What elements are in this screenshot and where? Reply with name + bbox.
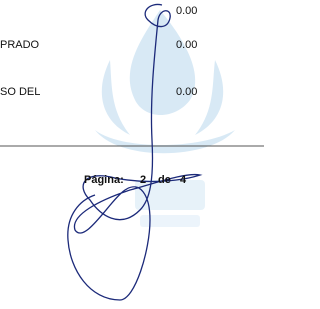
amount: 0.00 — [176, 5, 197, 17]
document-page: 0.00 PRADO 0.00 SO DEL 0.00 Página: 2 de… — [0, 0, 264, 309]
amount: 0.00 — [176, 39, 197, 51]
page-total: 4 — [180, 174, 186, 186]
row-label: PRADO — [0, 39, 39, 51]
page-label: Página: — [84, 174, 124, 186]
amount: 0.00 — [176, 86, 197, 98]
page-of: de — [158, 174, 171, 186]
page-number: 2 — [140, 174, 146, 186]
row-label: SO DEL — [0, 86, 40, 98]
background-art — [0, 0, 264, 309]
